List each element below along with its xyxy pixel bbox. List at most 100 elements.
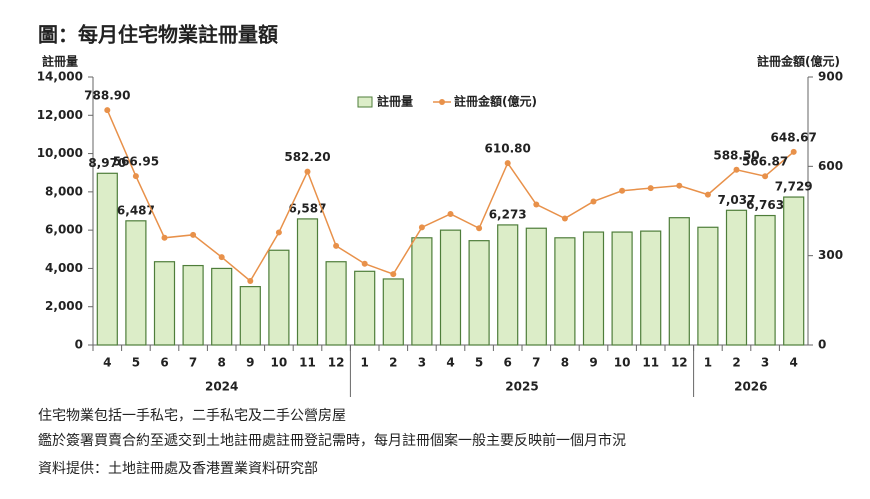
y2-tick-label: 0 [818, 338, 826, 352]
bar [497, 224, 519, 346]
line-value-label: 788.90 [84, 89, 130, 103]
x-tick-label: 7 [532, 356, 540, 370]
x-tick-label: 7 [189, 356, 197, 370]
bar [125, 220, 147, 346]
x-tick-label: 5 [132, 356, 140, 370]
bar [697, 226, 719, 346]
x-tick-label: 4 [103, 356, 111, 370]
x-tick-label: 8 [561, 356, 569, 370]
line-value-label: 588.50 [713, 148, 759, 162]
x-tick-label: 4 [790, 356, 798, 370]
bar [725, 209, 748, 346]
line-point [533, 201, 540, 208]
line-point [704, 191, 711, 198]
x-tick-label: 4 [446, 356, 454, 370]
x-tick-label: 9 [589, 356, 597, 370]
line-point [104, 107, 111, 114]
line-value-label: 566.95 [113, 155, 159, 169]
line-value-label: 648.67 [771, 130, 817, 144]
note: 資料提供：土地註冊處及香港置業資料研究部 [38, 461, 318, 477]
x-tick-label: 2 [389, 356, 397, 370]
x-group-label: 2026 [734, 380, 767, 394]
line-point [590, 198, 597, 205]
y-tick-label: 8,000 [45, 184, 83, 198]
line-point [504, 160, 511, 167]
bar-value-label: 8,970 [88, 156, 126, 170]
x-tick-label: 10 [614, 356, 631, 370]
x-tick-label: 6 [504, 356, 512, 370]
bar [525, 227, 547, 346]
y2-axis-label: 註冊金額(億元) [757, 54, 840, 69]
x-tick-label: 3 [761, 356, 769, 370]
y-tick-label: 4,000 [45, 261, 83, 275]
bar [668, 217, 690, 346]
y2-tick-label: 600 [818, 159, 843, 173]
y2-tick-label: 300 [818, 248, 843, 262]
line-point [333, 242, 340, 249]
x-group-label: 2025 [505, 380, 538, 394]
bar [582, 231, 605, 346]
line-point [418, 224, 425, 231]
x-tick-label: 1 [704, 356, 712, 370]
note: 住宅物業包括一手私宅，二手私宅及二手公營房屋 [38, 408, 346, 424]
bar [754, 214, 776, 346]
x-tick-label: 10 [271, 356, 288, 370]
line-point [647, 185, 654, 192]
line-point [790, 148, 797, 155]
x-group-label: 2024 [205, 380, 238, 394]
line-point [447, 210, 454, 217]
bar-value-label: 6,273 [489, 207, 527, 221]
line-point [619, 187, 626, 194]
bar [325, 261, 347, 346]
bar-value-label: 6,763 [746, 198, 784, 212]
note: 鑑於簽署買賣合約至遞交到土地註冊處註冊登記需時，每月註冊個案一般主要反映前一個月… [38, 432, 626, 449]
bar [268, 249, 290, 346]
bar [382, 278, 404, 346]
bar [153, 261, 176, 346]
bar-value-label: 7,037 [718, 193, 756, 207]
line-point [304, 168, 311, 175]
y2-tick-label: 900 [818, 70, 843, 84]
line-point [476, 225, 483, 232]
bar [554, 237, 576, 346]
y-tick-label: 0 [75, 338, 83, 352]
bar [296, 218, 319, 346]
line-point [676, 182, 683, 189]
line-value-label: 566.87 [742, 155, 788, 169]
bar [211, 267, 233, 346]
line-point [275, 229, 282, 236]
line-point [218, 254, 225, 261]
line-point [361, 260, 368, 267]
y-tick-label: 12,000 [37, 108, 83, 122]
bar [611, 231, 633, 346]
bar-value-label: 6,587 [289, 201, 327, 215]
bar-value-label: 6,487 [117, 203, 155, 217]
bar-value-label: 7,729 [775, 180, 813, 194]
line-value-label: 610.80 [485, 142, 531, 156]
legend-label: 註冊量 [377, 94, 413, 109]
legend-swatch [357, 96, 373, 108]
x-tick-label: 8 [218, 356, 226, 370]
legend-swatch-dot [439, 99, 446, 105]
x-tick-label: 2 [732, 356, 740, 370]
legend-label: 註冊金額(億元) [454, 94, 537, 109]
line-point [390, 271, 397, 278]
bar [439, 229, 462, 346]
y-tick-label: 10,000 [37, 146, 83, 160]
y-tick-label: 6,000 [45, 223, 83, 237]
line-point [762, 173, 769, 180]
line-value-label: 582.20 [284, 150, 330, 164]
line-point [190, 231, 197, 238]
x-tick-label: 5 [475, 356, 483, 370]
x-tick-label: 11 [299, 356, 316, 370]
bar [182, 264, 204, 346]
x-tick-label: 11 [642, 356, 659, 370]
x-tick-label: 12 [671, 356, 688, 370]
line-point [733, 166, 740, 173]
x-tick-label: 1 [361, 356, 369, 370]
line-point [161, 234, 168, 241]
bar [239, 286, 261, 346]
bar [411, 237, 433, 346]
